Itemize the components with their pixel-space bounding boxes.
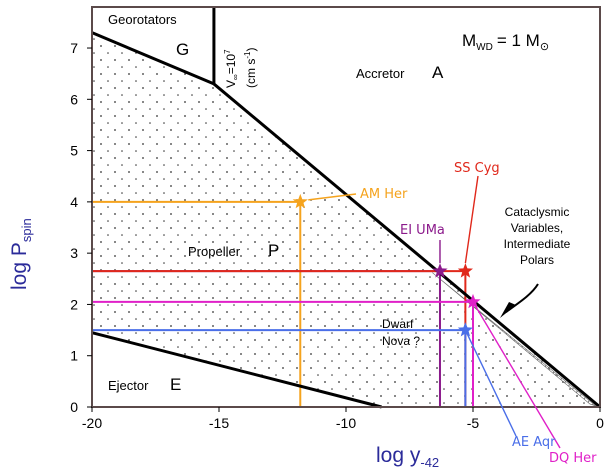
velocity-label: V∞=107 (cm s-1) [223, 48, 258, 88]
cv-label-line1: Cataclysmic [505, 205, 570, 219]
propeller-letter: P [268, 241, 279, 260]
y-axis-title: log Pspin [8, 218, 34, 290]
svg-text:log Pspin: log Pspin [8, 218, 34, 290]
am-her-label: AM Her [360, 187, 408, 202]
star-marker-ae-aqr [457, 322, 473, 337]
y-tick-label-1: 1 [70, 348, 78, 364]
label-connector-0 [308, 193, 357, 201]
boundary-1 [91, 31, 215, 86]
dwarf-nova-line2: Nova ? [382, 334, 420, 348]
x-tick-label-0: -20 [82, 415, 102, 431]
dwarf-nova-line1: Dwarf [382, 317, 414, 331]
x-tick-label-3: -5 [467, 415, 480, 431]
label-connector-1 [464, 175, 479, 264]
cv-label-line2: Variables, [511, 221, 563, 235]
accretor-letter: A [432, 63, 444, 82]
propeller-label: Propeller [188, 244, 241, 259]
object-markers [292, 175, 561, 449]
georotators-letter: G [176, 40, 189, 59]
y-tick-label-4: 4 [70, 194, 78, 210]
cv-label-line3: Intermediate [504, 237, 571, 251]
x-axis-title: log y-42 [376, 444, 439, 470]
accretor-label: Accretor [356, 66, 405, 81]
ejector-letter: E [170, 375, 181, 394]
cv-label-line4: Polars [520, 253, 554, 267]
star-guide-lines [92, 200, 474, 407]
star-marker-ss-cyg [457, 263, 473, 278]
svg-text:(cm s-1): (cm s-1) [243, 48, 258, 88]
x-tick-label-2: -10 [336, 415, 356, 431]
label-connector-3 [464, 329, 517, 437]
y-tick-label-3: 3 [70, 245, 78, 261]
star-marker-am-her [292, 193, 308, 209]
ejector-label: Ejector [108, 378, 149, 393]
y-tick-label-7: 7 [70, 40, 78, 56]
svg-text:V∞=107: V∞=107 [223, 49, 240, 88]
boundary-2 [212, 82, 601, 409]
label-connector-4 [472, 301, 561, 449]
x-tick-label-1: -15 [209, 415, 229, 431]
x-tick-label-4: 0 [596, 415, 604, 431]
y-tick-label-2: 2 [70, 296, 78, 312]
boundary-3 [91, 331, 382, 409]
y-tick-label-5: 5 [70, 143, 78, 159]
georotators-label: Georotators [108, 12, 177, 27]
y-tick-label-0: 0 [70, 399, 78, 415]
star-marker-dq-her [465, 293, 481, 309]
mass-label: MWD = 1 M⊙ [462, 31, 549, 53]
dq-her-label: DQ Her [549, 451, 597, 466]
axis-ticks: -20 -15 -10 -5 0 0 1 2 3 4 5 6 7 [70, 40, 604, 431]
ei-uma-label: EI UMa [400, 223, 445, 238]
cv-pointer-arrowhead [500, 302, 516, 318]
y-tick-label-6: 6 [70, 91, 78, 107]
ae-aqr-label: AE Aqr [512, 435, 556, 450]
region-boundaries [91, 7, 601, 409]
star-marker-ei-uma [432, 263, 448, 278]
ss-cyg-label: SS Cyg [454, 161, 500, 176]
